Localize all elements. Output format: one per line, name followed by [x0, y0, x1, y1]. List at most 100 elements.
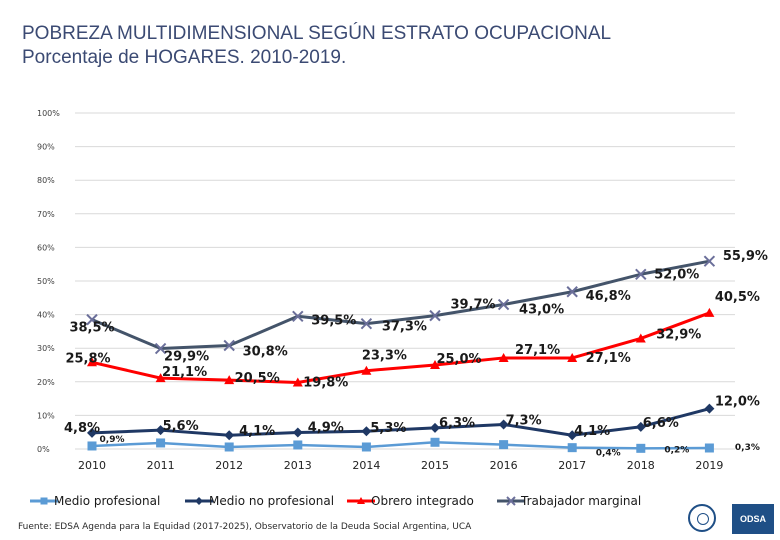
data-label: 38,5%	[69, 321, 114, 336]
data-point	[87, 427, 97, 438]
chart-title: POBREZA MULTIDIMENSIONAL SEGÚN ESTRATO O…	[22, 23, 612, 44]
data-label: 19,8%	[303, 375, 348, 390]
x-tick-label: 2010	[78, 459, 106, 472]
data-label: 55,9%	[723, 249, 768, 264]
data-label: 52,0%	[654, 267, 699, 282]
data-label: 46,8%	[586, 289, 631, 304]
y-tick-label: 20%	[37, 378, 55, 387]
data-point	[292, 427, 303, 438]
legend-marker	[506, 496, 516, 506]
data-point	[154, 342, 167, 355]
x-tick-label: 2011	[147, 459, 175, 472]
legend-marker	[195, 497, 203, 505]
series-line	[90, 407, 711, 437]
data-point	[155, 425, 166, 436]
data-label: 12,0%	[715, 395, 760, 410]
legend-label: Medio no profesional	[209, 494, 334, 508]
series-line	[90, 311, 711, 384]
data-point	[361, 426, 372, 437]
legend-label: Trabajador marginal	[520, 494, 641, 508]
y-tick-label: 40%	[37, 311, 55, 320]
data-point	[224, 375, 235, 385]
data-point	[292, 377, 303, 387]
x-tick-label: 2013	[284, 459, 312, 472]
data-point	[704, 307, 715, 317]
series-line	[90, 259, 711, 351]
data-label: 21,1%	[162, 365, 207, 380]
data-label: 7,3%	[506, 413, 542, 428]
data-point	[635, 421, 646, 432]
legend-label: Obrero integrado	[371, 494, 474, 508]
x-tick-label: 2014	[352, 459, 380, 472]
data-point	[430, 360, 440, 369]
data-label: 0,9%	[100, 435, 125, 445]
data-label: 0,2%	[664, 445, 689, 455]
data-label: 25,8%	[65, 351, 110, 366]
x-tick-label: 2015	[421, 459, 449, 472]
data-point	[361, 365, 372, 375]
data-point	[223, 339, 235, 352]
data-label: 39,7%	[450, 298, 495, 313]
y-tick-label: 90%	[37, 143, 55, 152]
chart-title-block: POBREZA MULTIDIMENSIONAL SEGÚN ESTRATO O…	[22, 22, 611, 70]
source-note: Fuente: EDSA Agenda para la Equidad (201…	[18, 522, 472, 532]
data-point	[497, 298, 510, 311]
data-label: 29,9%	[164, 350, 209, 365]
data-label: 27,1%	[586, 351, 631, 366]
data-point	[155, 373, 166, 383]
seal-icon	[688, 504, 716, 532]
y-tick-label: 100%	[37, 109, 60, 118]
data-point	[566, 286, 578, 298]
x-tick-label: 2019	[695, 459, 723, 472]
data-label: 6,6%	[643, 416, 679, 431]
data-point	[86, 313, 98, 326]
data-label: 5,3%	[370, 421, 406, 436]
y-tick-label: 30%	[37, 344, 55, 353]
data-point	[156, 438, 166, 448]
legend-marker	[40, 497, 48, 505]
data-label: 5,6%	[163, 419, 199, 434]
data-label: 27,1%	[515, 343, 560, 358]
data-point	[360, 317, 373, 330]
data-point	[430, 422, 440, 433]
data-label: 6,3%	[439, 416, 475, 431]
data-point	[499, 440, 509, 450]
data-label: 40,5%	[715, 290, 760, 305]
legend-marker	[357, 497, 365, 504]
y-tick-label: 70%	[37, 210, 55, 219]
data-point	[292, 310, 304, 322]
y-tick-label: 10%	[37, 411, 55, 420]
data-label: 37,3%	[382, 320, 427, 335]
data-point	[361, 442, 371, 452]
odsa-badge: ODSA	[732, 504, 774, 534]
data-point	[567, 443, 577, 453]
data-label: 30,8%	[243, 345, 288, 360]
data-point	[703, 255, 716, 267]
y-tick-label: 50%	[37, 277, 55, 286]
data-label: 4,8%	[64, 421, 100, 436]
data-label: 25,0%	[436, 352, 481, 367]
series-line	[90, 441, 711, 450]
x-tick-label: 2017	[558, 459, 586, 472]
data-point	[293, 440, 303, 450]
data-point	[430, 437, 440, 447]
data-point	[636, 443, 646, 453]
data-point	[567, 430, 578, 441]
data-point	[224, 430, 235, 441]
data-label: 32,9%	[656, 327, 701, 342]
data-point	[704, 403, 715, 414]
x-tick-label: 2016	[490, 459, 518, 472]
x-tick-label: 2012	[215, 459, 243, 472]
data-label: 0,4%	[596, 449, 621, 459]
data-label: 43,0%	[519, 303, 564, 318]
data-label: 0,3%	[735, 443, 760, 453]
data-label: 4,1%	[239, 424, 275, 439]
data-point	[704, 443, 714, 453]
data-point	[87, 357, 97, 367]
data-label: 39,5%	[311, 313, 356, 328]
data-label: 20,5%	[235, 371, 280, 386]
data-label: 4,1%	[574, 424, 610, 439]
data-point	[429, 309, 441, 322]
data-point	[635, 268, 647, 280]
